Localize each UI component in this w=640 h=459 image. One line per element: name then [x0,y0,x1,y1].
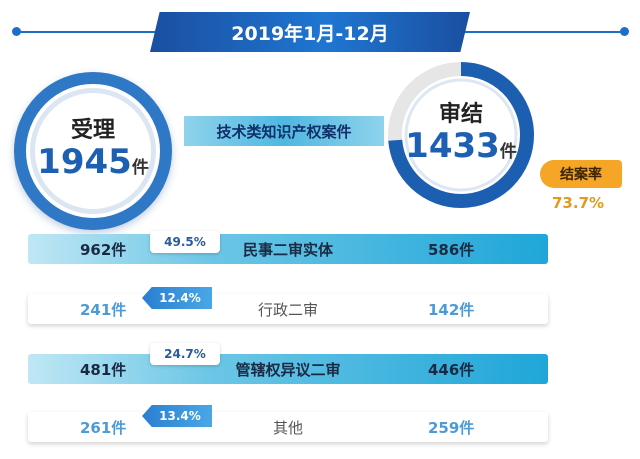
row-closed-value: 142件 [428,301,475,319]
row-closed-value: 586件 [428,241,475,259]
closed-title: 审结 [438,102,483,127]
row-civil-second-instance: 962件 民事二审实体 586件 [28,234,548,264]
accepted-count: 1945 [37,142,132,182]
closed-count-wrap: 1433件 [386,126,536,166]
row-accepted-value: 481件 [80,361,127,379]
category-ribbon: 技术类知识产权案件 [184,116,384,146]
closed-text-wrap: 审结 1433件 [386,60,536,210]
row-percent-badge: 24.7% [150,343,220,365]
period-title: 2019年1月-12月 [231,22,389,45]
row-percent-badge: 49.5% [150,231,220,253]
closed-circle [388,62,534,208]
row-administrative-second-instance: 241件 行政二审 142件 [28,294,548,324]
row-other: 261件 其他 259件 [28,412,548,442]
header-right-line [462,31,622,33]
row-label: 民事二审实体 [242,241,333,259]
header-left-dot [12,27,21,36]
row-label: 行政二审 [257,301,318,319]
header-left-line [18,31,158,33]
row-jurisdiction-objection: 481件 管辖权异议二审 446件 [28,354,548,384]
row-percent-badge: 13.4% [142,405,212,427]
row-percent-badge: 12.4% [142,287,212,309]
closed-unit: 件 [499,142,517,162]
row-accepted-value: 962件 [80,241,127,259]
closure-rate-label: 结案率 [560,167,602,183]
row-label: 其他 [272,419,303,437]
row-closed-value: 259件 [428,419,475,437]
row-accepted-value: 241件 [80,301,127,319]
closure-rate-tag: 结案率 [540,160,622,188]
accepted-count-wrap: 1945件 [26,142,160,182]
accepted-circle-inner-ring [30,88,156,214]
row-accepted-value: 261件 [80,419,127,437]
accepted-circle: 受理 1945件 [14,72,172,230]
accepted-title: 受理 [70,118,115,143]
accepted-unit: 件 [131,158,149,178]
header-right-dot [620,27,629,36]
closed-ring-inner [404,78,518,192]
closed-count: 1433 [405,126,500,166]
period-banner: 2019年1月-12月 [150,12,470,52]
category-label: 技术类知识产权案件 [216,122,352,141]
row-closed-value: 446件 [428,361,475,379]
closed-ring-progress [388,62,534,208]
row-label: 管辖权异议二审 [235,361,341,379]
closure-rate-value: 73.7% [552,194,605,212]
